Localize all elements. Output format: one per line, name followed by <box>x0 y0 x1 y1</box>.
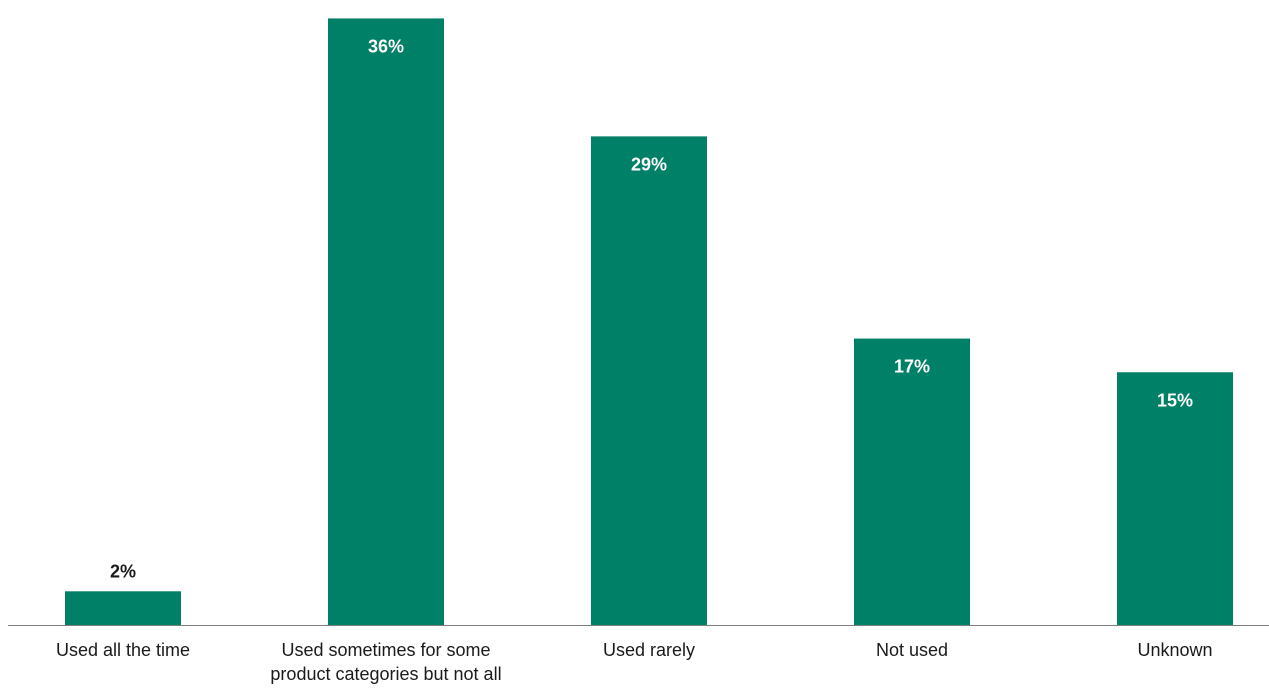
category-label-2-line-0: Used rarely <box>603 640 695 660</box>
category-labels-group: Used all the time Used sometimes for some… <box>56 640 1213 684</box>
category-label-0-line-0: Used all the time <box>56 640 190 660</box>
category-label-1-line-0: Used sometimes for some <box>281 640 490 660</box>
bar-1 <box>328 18 444 625</box>
category-label-4: Unknown <box>1137 640 1212 660</box>
value-label-3: 17% <box>894 357 930 377</box>
category-label-3-line-0: Not used <box>876 640 948 660</box>
value-labels-group: 2% 36% 29% 17% 15% <box>110 36 1193 581</box>
bar-3 <box>854 338 970 625</box>
bar-2 <box>591 136 707 625</box>
category-label-1-line-1: product categories but not all <box>270 664 501 684</box>
category-label-0: Used all the time <box>56 640 190 660</box>
bar-0 <box>65 591 181 625</box>
value-label-1: 36% <box>368 36 404 56</box>
category-label-2: Used rarely <box>603 640 695 660</box>
value-label-4: 15% <box>1157 390 1193 410</box>
bars-group <box>65 18 1233 625</box>
category-label-4-line-0: Unknown <box>1137 640 1212 660</box>
category-label-1: Used sometimes for some product categorie… <box>270 640 501 684</box>
bar-4 <box>1117 372 1233 625</box>
value-label-0: 2% <box>110 561 136 581</box>
value-label-2: 29% <box>631 154 667 174</box>
category-label-3: Not used <box>876 640 948 660</box>
